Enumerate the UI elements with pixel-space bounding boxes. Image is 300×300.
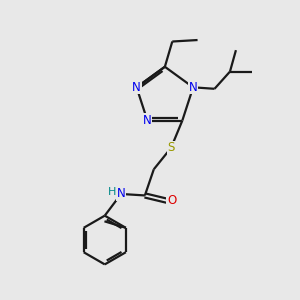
Text: N: N	[143, 114, 152, 127]
Text: O: O	[167, 194, 176, 207]
Text: N: N	[189, 81, 197, 94]
Text: H: H	[108, 187, 116, 196]
Text: N: N	[132, 81, 141, 94]
Text: S: S	[167, 141, 175, 154]
Text: N: N	[117, 188, 125, 200]
